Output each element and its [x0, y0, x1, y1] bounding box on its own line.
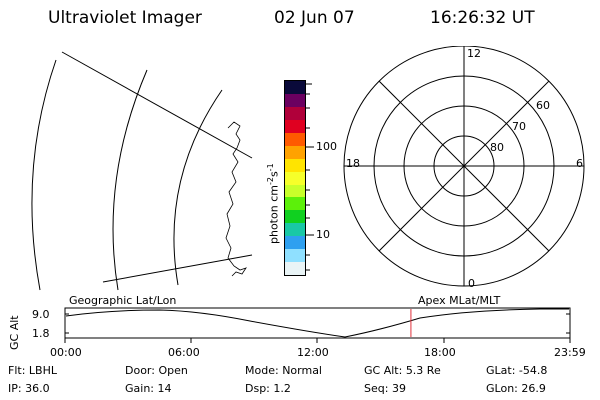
info-mode: Mode: Normal: [245, 364, 322, 377]
coastline: [225, 121, 247, 277]
info-dsp: Dsp: 1.2: [245, 382, 291, 395]
mlt-label-18: 18: [346, 157, 360, 170]
lat-label-80: 80: [490, 141, 504, 154]
observation-date: 02 Jun 07: [274, 8, 355, 28]
color-segment: [285, 236, 305, 250]
xtick-1800: 18:00: [424, 346, 456, 359]
lat-label-70: 70: [512, 120, 526, 133]
meridian-line-1: [61, 51, 253, 159]
lat-label-60: 60: [536, 99, 550, 112]
mlt-label-12: 12: [467, 47, 481, 60]
color-tick-100: 100: [316, 140, 337, 153]
latitude-arc-2: [112, 69, 148, 291]
image-title: Ultraviolet Imager: [48, 8, 202, 28]
geographic-map: [31, 51, 253, 291]
xtick-2359: 23:59: [554, 346, 586, 359]
color-segment: [285, 197, 305, 211]
info-glon: GLon: 26.9: [486, 382, 546, 395]
geographic-label: Geographic Lat/Lon: [69, 294, 177, 307]
color-segment: [285, 171, 305, 185]
latitude-arc-1: [31, 59, 57, 291]
mlt-label-6: 6: [576, 157, 583, 170]
info-filter: Flt: LBHL: [8, 364, 57, 377]
color-segment: [285, 223, 305, 237]
timeline-frame: [64, 307, 571, 339]
xtick-0600: 06:00: [168, 346, 200, 359]
info-ip: IP: 36.0: [8, 382, 50, 395]
info-gc-alt: GC Alt: 5.3 Re: [364, 364, 441, 377]
color-segment: [285, 249, 305, 263]
ytick-9: 9.0: [32, 308, 50, 321]
apex-label: Apex MLat/MLT: [418, 294, 501, 307]
timeline-x-ticks: [64, 313, 571, 343]
mlt-diagonal-2: [378, 80, 550, 252]
color-segment: [285, 119, 305, 133]
color-segment: [285, 93, 305, 107]
color-segment: [285, 184, 305, 198]
color-tick-10: 10: [316, 228, 330, 241]
color-segment: [285, 210, 305, 224]
color-scale-ticks: [306, 83, 314, 271]
latitude-arc-3: [173, 89, 223, 286]
info-seq: Seq: 39: [364, 382, 406, 395]
color-segment: [285, 106, 305, 120]
color-segment: [285, 158, 305, 172]
polar-plot: [343, 46, 585, 287]
color-segment: [285, 262, 305, 276]
xtick-0000: 00:00: [50, 346, 82, 359]
info-gain: Gain: 14: [125, 382, 172, 395]
color-segment: [285, 132, 305, 146]
color-scale-bar: [284, 80, 306, 276]
mlt-label-0: 0: [468, 277, 475, 290]
ytick-1-8: 1.8: [32, 327, 50, 340]
meridian-line-2: [102, 254, 253, 283]
color-segment: [285, 145, 305, 159]
info-door: Door: Open: [125, 364, 188, 377]
info-glat: GLat: -54.8: [486, 364, 548, 377]
xtick-1200: 12:00: [297, 346, 329, 359]
altitude-curve: [65, 308, 569, 338]
color-segment: [285, 81, 305, 94]
observation-time: 16:26:32 UT: [430, 8, 535, 28]
